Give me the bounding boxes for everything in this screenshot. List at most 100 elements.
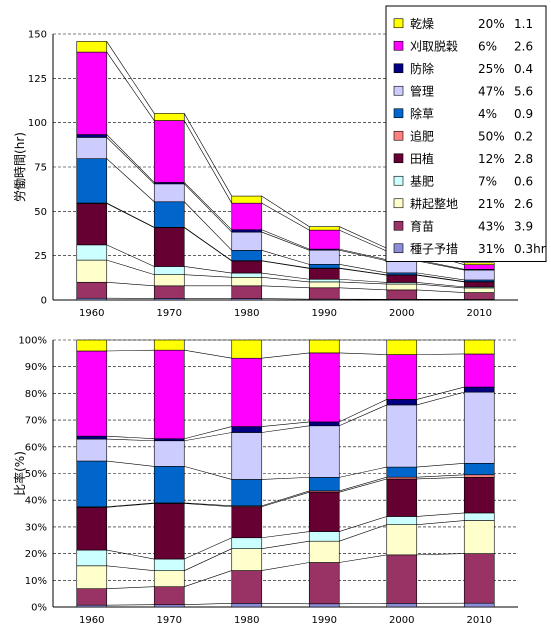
top-bar-segment [231, 285, 263, 299]
legend-entry-name: 基肥 [410, 174, 434, 188]
top-series-connector [184, 227, 232, 261]
top-bar-segment [153, 201, 185, 228]
top-bar-segment [308, 268, 340, 280]
legend-entry-name: 除草 [410, 106, 434, 121]
top-y-tick-label: 100 [28, 118, 47, 129]
bottom-bar-segment [231, 426, 263, 433]
bottom-series-connector [339, 524, 387, 542]
bottom-series-connector [106, 460, 155, 467]
bottom-series-connector [184, 503, 232, 508]
top-bar-segment [153, 266, 185, 275]
bottom-series-connector [261, 421, 310, 427]
bottom-bar-segment [76, 435, 108, 440]
bottom-series-connector [416, 553, 465, 556]
top-series-connector [184, 183, 232, 233]
top-series-connector [416, 272, 465, 281]
top-x-tick-label: 1960 [79, 308, 104, 319]
legend-entry-hours: 3.9 [514, 219, 533, 233]
bottom-bar-segment [153, 503, 185, 560]
top-series-connector [106, 41, 155, 114]
legend-entry-label: 耕起整地 21% 2.6 [410, 196, 533, 211]
bottom-bar-segment [76, 350, 108, 437]
bottom-series-connector [416, 386, 465, 400]
bottom-bar-segment [153, 440, 185, 467]
bottom-bar-segment [308, 603, 340, 608]
top-series-connector [416, 260, 465, 271]
bottom-y-tick-label: 10% [25, 576, 47, 587]
bottom-series-connector [339, 516, 387, 532]
legend-entry-percent: 50% [478, 129, 505, 143]
bottom-bar-segment [386, 404, 418, 468]
bottom-series-connector [416, 391, 465, 406]
legend-entry-hours: 0.6 [514, 174, 533, 188]
legend-entry-hours: 0.3hr [514, 242, 546, 256]
top-bar-segment [153, 183, 185, 203]
bottom-bar-segment [231, 339, 263, 359]
top-bar-segment [308, 264, 340, 269]
top-x-tick-label: 2010 [467, 308, 492, 319]
top-series-connector [106, 244, 155, 267]
legend-entry-percent: 21% [478, 197, 505, 211]
bottom-y-tick-label: 20% [25, 549, 47, 560]
top-bar-segment [231, 195, 263, 204]
bottom-bar-segment [231, 506, 263, 539]
bottom-series-connector [106, 503, 155, 508]
bottom-x-tick-label: 1970 [157, 615, 182, 626]
bottom-series-connector [106, 349, 155, 352]
bottom-bar-segment [386, 524, 418, 556]
bottom-bar-segment [153, 349, 185, 440]
bottom-y-tick-label: 40% [25, 496, 47, 507]
top-bar-segment [386, 260, 418, 274]
top-bar-segment [308, 287, 340, 300]
bottom-bar-segment [308, 421, 340, 427]
legend-entry-percent: 7% [478, 174, 497, 188]
top-bar-segment [153, 227, 185, 267]
bottom-chart-ratio: 0% 10% 20% 30% 40% 50% 60% 70% 80% 90% 100% 比率(%) 19… [12, 336, 518, 626]
legend-entry-name: 乾燥 [410, 17, 434, 31]
top-bar-segment [231, 202, 263, 231]
bottom-bar-segment [153, 339, 185, 351]
bottom-bar-segment [308, 477, 340, 492]
bottom-y-tick-label: 30% [25, 522, 47, 533]
top-series-connector [339, 229, 387, 252]
top-x-tick-label: 2000 [389, 308, 414, 319]
legend-entry-label: 追肥 50% 0.2 [410, 128, 533, 143]
bottom-bar-segment [463, 474, 495, 478]
top-y-tick-label: 150 [28, 30, 47, 41]
bottom-bar-segment [463, 477, 495, 514]
top-series-connector [416, 274, 465, 282]
legend-entry-label: 種子予措 31% 0.3hr [410, 242, 546, 256]
bottom-bar-segment [231, 570, 263, 604]
top-series-connector [184, 274, 232, 278]
bottom-bar-segment [386, 466, 418, 478]
top-bar-segment [386, 289, 418, 300]
legend-entry-label: 防除 25% 0.4 [410, 61, 533, 76]
bottom-bar-segment [76, 438, 108, 462]
bottom-bar-segment [231, 432, 263, 480]
bottom-bar-segment [463, 463, 495, 476]
top-series-connector [183, 113, 233, 197]
bottom-bar-segment [308, 339, 340, 354]
legend-entry-percent: 6% [478, 39, 497, 53]
bottom-bar-segment [76, 460, 108, 508]
top-y-tick-label: 25 [34, 251, 47, 262]
bottom-series-connector [339, 352, 387, 355]
legend-swatch [393, 243, 404, 254]
top-series-connector [339, 226, 387, 249]
top-y-tick-label: 125 [28, 74, 47, 85]
bottom-series-connector [106, 586, 155, 589]
bottom-series-connector [184, 466, 232, 480]
bottom-series-connector [184, 548, 232, 571]
top-series-connector [261, 229, 310, 250]
bottom-bar-segment [153, 466, 185, 504]
legend-entry-label: 刈取脱穀 6% 2.6 [410, 38, 533, 53]
top-bar-segment [308, 249, 340, 265]
bottom-bar-segment [76, 565, 108, 589]
legend-entry-percent: 20% [478, 17, 505, 31]
top-series-connector [261, 250, 310, 265]
legend-entry-hours: 0.2 [514, 129, 533, 143]
legend-entry-name: 追肥 [410, 128, 434, 143]
bottom-bar-segment [463, 353, 495, 388]
bottom-series-connector [339, 476, 387, 492]
